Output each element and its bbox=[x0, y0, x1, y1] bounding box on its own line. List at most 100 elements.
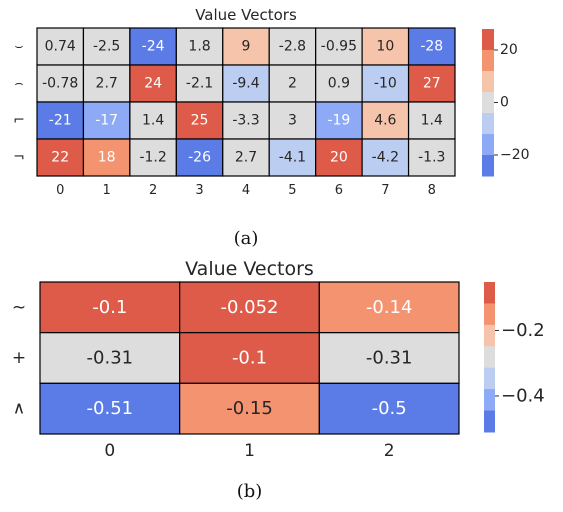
column-label: 3 bbox=[195, 183, 203, 198]
cell-value-label: 1.4 bbox=[421, 113, 443, 129]
row-label: + bbox=[12, 348, 26, 368]
heatmap-cell bbox=[179, 382, 320, 435]
heatmap-cell bbox=[179, 332, 320, 384]
heatmap-cell bbox=[407, 101, 456, 140]
column-label: 1 bbox=[103, 183, 111, 198]
heatmap-cell bbox=[407, 64, 456, 103]
cell-value-label: 2.7 bbox=[96, 76, 118, 92]
chart-title: Value Vectors bbox=[195, 6, 297, 24]
figure-caption: (b) bbox=[237, 481, 263, 502]
cell-value-label: -10 bbox=[374, 76, 397, 92]
heatmap-cell bbox=[36, 138, 85, 177]
colorbar-band bbox=[484, 324, 495, 347]
cell-value-label: -9.4 bbox=[232, 76, 259, 92]
cell-value-label: -0.1 bbox=[232, 348, 267, 369]
heatmap-cell bbox=[318, 332, 460, 384]
colorbar-band bbox=[482, 134, 494, 156]
cell-value-label: 22 bbox=[51, 150, 69, 166]
cell-value-label: 1.4 bbox=[142, 113, 164, 129]
heatmap-cell bbox=[407, 138, 456, 177]
cell-value-label: -26 bbox=[188, 150, 211, 166]
cell-value-label: 27 bbox=[423, 76, 441, 92]
cell-value-label: 20 bbox=[330, 150, 348, 166]
colorbar-band bbox=[482, 155, 494, 177]
cell-value-label: 2.7 bbox=[235, 150, 257, 166]
colorbar-tick-label: 20 bbox=[500, 42, 518, 58]
row-label: ∧ bbox=[13, 399, 25, 419]
heatmap-cell bbox=[175, 101, 224, 140]
cell-value-label: -2.1 bbox=[186, 76, 213, 92]
cell-value-label: 0.9 bbox=[328, 76, 350, 92]
heatmap-cell bbox=[361, 138, 410, 177]
row-label: ⌢ bbox=[14, 76, 23, 92]
cell-value-label: -4.2 bbox=[372, 150, 399, 166]
cell-value-label: -2.5 bbox=[93, 39, 120, 55]
cell-value-label: -21 bbox=[49, 113, 72, 129]
cell-value-label: 9 bbox=[242, 39, 251, 55]
cell-value-label: -0.51 bbox=[87, 398, 134, 419]
heatmap-cell bbox=[315, 64, 363, 103]
heatmap-cell bbox=[318, 382, 460, 435]
heatmap-cell bbox=[222, 101, 270, 140]
cell-value-label: 3 bbox=[288, 113, 297, 129]
heatmap-cell bbox=[36, 64, 85, 103]
heatmap-cell bbox=[318, 281, 460, 334]
heatmap-cell bbox=[129, 101, 177, 140]
heatmap-cell bbox=[82, 27, 131, 66]
row-label: ~ bbox=[12, 297, 26, 317]
cell-value-label: -1.2 bbox=[139, 150, 166, 166]
colorbar-band bbox=[484, 303, 495, 326]
heatmap-cell bbox=[179, 281, 320, 334]
cell-value-label: -4.1 bbox=[279, 150, 306, 166]
colorbar-tick-label: −0.2 bbox=[501, 320, 545, 341]
colorbar-band bbox=[484, 282, 495, 304]
colorbar-band bbox=[482, 92, 494, 114]
heatmap-cell bbox=[36, 101, 85, 140]
column-label: 5 bbox=[288, 183, 296, 198]
column-label: 7 bbox=[381, 183, 389, 198]
cell-value-label: -0.1 bbox=[92, 297, 127, 318]
cell-value-label: 1.8 bbox=[188, 39, 210, 55]
column-label: 8 bbox=[428, 183, 436, 198]
heatmap-cell bbox=[315, 138, 363, 177]
cell-value-label: -0.052 bbox=[220, 297, 278, 318]
cell-value-label: -0.5 bbox=[372, 398, 407, 419]
colorbar-band bbox=[484, 367, 495, 390]
colorbar-tick-label: 0 bbox=[500, 95, 509, 111]
cell-value-label: -0.95 bbox=[321, 39, 357, 55]
column-label: 1 bbox=[244, 441, 255, 461]
cell-value-label: -28 bbox=[420, 39, 443, 55]
heatmap-panel-b: Value Vectors -0.1 -0.052 -0.14 -0.31 -0.1 -0.… bbox=[12, 258, 545, 502]
heatmap-cell bbox=[175, 138, 224, 177]
colorbar-band bbox=[482, 113, 494, 135]
column-label: 2 bbox=[384, 441, 395, 461]
heatmap-cell bbox=[361, 27, 410, 66]
row-label: ⌣ bbox=[14, 39, 23, 55]
cell-value-label: 18 bbox=[98, 150, 116, 166]
cell-value-label: -1.3 bbox=[418, 150, 445, 166]
colorbar-band bbox=[482, 50, 494, 72]
cell-value-label: -2.8 bbox=[279, 39, 306, 55]
column-label: 0 bbox=[56, 183, 64, 198]
colorbar-band bbox=[484, 346, 495, 369]
heatmap-cell bbox=[268, 27, 317, 66]
cell-value-label: -0.14 bbox=[366, 297, 413, 318]
cell-value-label: -0.31 bbox=[87, 348, 134, 369]
heatmap-cell bbox=[361, 64, 410, 103]
cell-value-label: -0.31 bbox=[366, 348, 413, 369]
cell-value-label: 24 bbox=[144, 76, 162, 92]
column-label: 4 bbox=[242, 183, 250, 198]
heatmap-cell bbox=[82, 138, 131, 177]
column-label: 6 bbox=[335, 183, 343, 198]
column-label: 0 bbox=[104, 441, 115, 461]
heatmap-cell bbox=[82, 101, 131, 140]
colorbar-band bbox=[484, 410, 495, 433]
cell-value-label: 2 bbox=[288, 76, 297, 92]
colorbar-band bbox=[484, 389, 495, 412]
cell-value-label: 0.74 bbox=[45, 39, 76, 55]
colorbar-tick-label: −20 bbox=[500, 147, 530, 163]
cell-value-label: -0.78 bbox=[42, 76, 78, 92]
colorbar-band bbox=[482, 29, 494, 51]
chart-title: Value Vectors bbox=[185, 258, 314, 280]
